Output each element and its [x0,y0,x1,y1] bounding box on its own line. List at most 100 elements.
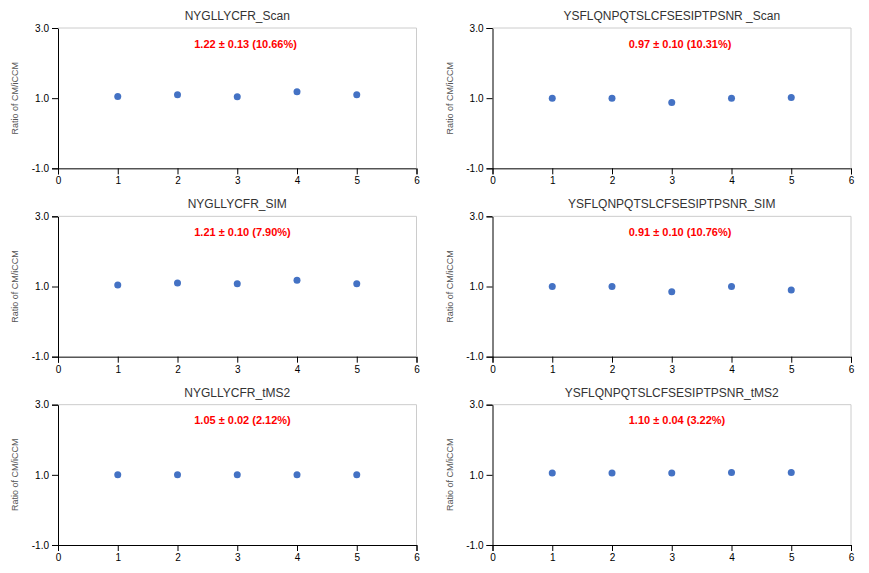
tick-mark [52,98,58,99]
y-tick: 3.0 [470,211,493,222]
tick-mark [672,357,673,363]
frame-line [851,216,852,356]
axis-domain [52,29,59,169]
annotation: 0.97 ± 0.10 (10.31%) [629,38,732,50]
tick-label: 4 [295,364,301,375]
y-tick: -1.0 [32,163,58,174]
y-tick: -1.0 [32,540,58,551]
x-tick: 3 [235,168,241,186]
tick-label: 1 [115,552,121,563]
subplot: 0123456-1.01.03.0YSFLQNPQTSLCFSESIPTPSNR… [445,197,855,374]
point [549,470,556,477]
point [668,470,675,477]
y-tick: 1.0 [35,470,58,481]
x-tick: 3 [235,545,241,563]
tick-label: 6 [414,552,420,563]
tick-label: 2 [610,552,616,563]
marks [114,471,360,478]
tick-label: 6 [849,364,855,375]
subplot-title: YSFLQNPQTSLCFSESIPTPSNR_SIM [568,197,775,211]
x-tick: 5 [354,545,360,563]
frame-line [416,405,417,545]
y-axis-title: Ratio of CM/iCCM [10,62,20,135]
point [294,88,301,95]
x-tick: 0 [490,545,496,563]
x-tick: 0 [490,168,496,186]
marks [549,283,795,295]
tick-label: 1.0 [470,470,484,481]
tick-label: 3.0 [470,399,484,410]
subplot: 0123456-1.01.03.0NYGLLYCFR_tMS2Ratio of … [10,386,420,563]
tick-mark [52,475,58,476]
x-tick: 2 [610,168,616,186]
tick-mark [732,168,733,174]
x-tick: 3 [669,357,675,375]
tick-mark [178,168,179,174]
y-tick: 1.0 [35,93,58,104]
x-tick: 4 [729,168,735,186]
tick-label: 1 [115,175,121,186]
y-tick: 1.0 [35,281,58,292]
y-tick: 3.0 [35,399,58,410]
frame-line [493,404,852,405]
tick-label: 3 [235,552,241,563]
y-axis: -1.01.03.0 [32,23,59,174]
tick-label: 1 [550,364,556,375]
y-tick: 1.0 [470,470,493,481]
subplot-title: NYGLLYCFR_Scan [185,9,290,23]
tick-label: 6 [414,364,420,375]
y-axis: -1.01.03.0 [466,23,493,174]
x-tick: 0 [56,168,62,186]
point [234,471,241,478]
marks [549,469,795,477]
tick-label: 0 [490,364,496,375]
tick-mark [52,287,58,288]
tick-mark [417,357,418,363]
y-tick: 1.0 [470,93,493,104]
y-tick: 3.0 [470,23,493,34]
y-tick: 3.0 [470,399,493,410]
tick-mark [672,168,673,174]
y-tick: -1.0 [466,540,492,551]
tick-label: 2 [175,175,181,186]
axis-domain [487,29,494,169]
tick-mark [297,545,298,551]
x-axis: 0123456 [56,357,421,375]
tick-mark [237,357,238,363]
tick-label: 5 [789,552,795,563]
axis-domain [52,217,59,357]
x-tick: 4 [729,545,735,563]
point [174,91,181,98]
annotation: 1.05 ± 0.02 (2.12%) [194,414,291,426]
tick-label: 5 [789,364,795,375]
subplot-title: NYGLLYCFR_tMS2 [184,386,290,400]
tick-label: 0 [56,552,62,563]
tick-mark [487,98,493,99]
axis-domain [59,546,418,552]
tick-label: 0 [490,552,496,563]
tick-label: 2 [175,364,181,375]
point [353,91,360,98]
x-tick: 3 [669,168,675,186]
point [174,279,181,286]
tick-label: -1.0 [466,351,484,362]
point [609,95,616,102]
x-tick: 6 [849,357,855,375]
tick-mark [417,545,418,551]
tick-mark [52,216,58,217]
marks [114,88,360,100]
y-tick: -1.0 [466,351,492,362]
tick-label: 3.0 [35,399,49,410]
x-tick: 5 [789,357,795,375]
tick-label: 3 [235,364,241,375]
point [549,283,556,290]
tick-label: 4 [295,175,301,186]
tick-mark [52,168,58,169]
x-tick: 1 [550,545,556,563]
tick-mark [357,357,358,363]
frame-line [416,216,417,356]
x-tick: 2 [610,357,616,375]
x-tick: 4 [295,545,301,563]
point [728,469,735,476]
tick-mark [732,545,733,551]
